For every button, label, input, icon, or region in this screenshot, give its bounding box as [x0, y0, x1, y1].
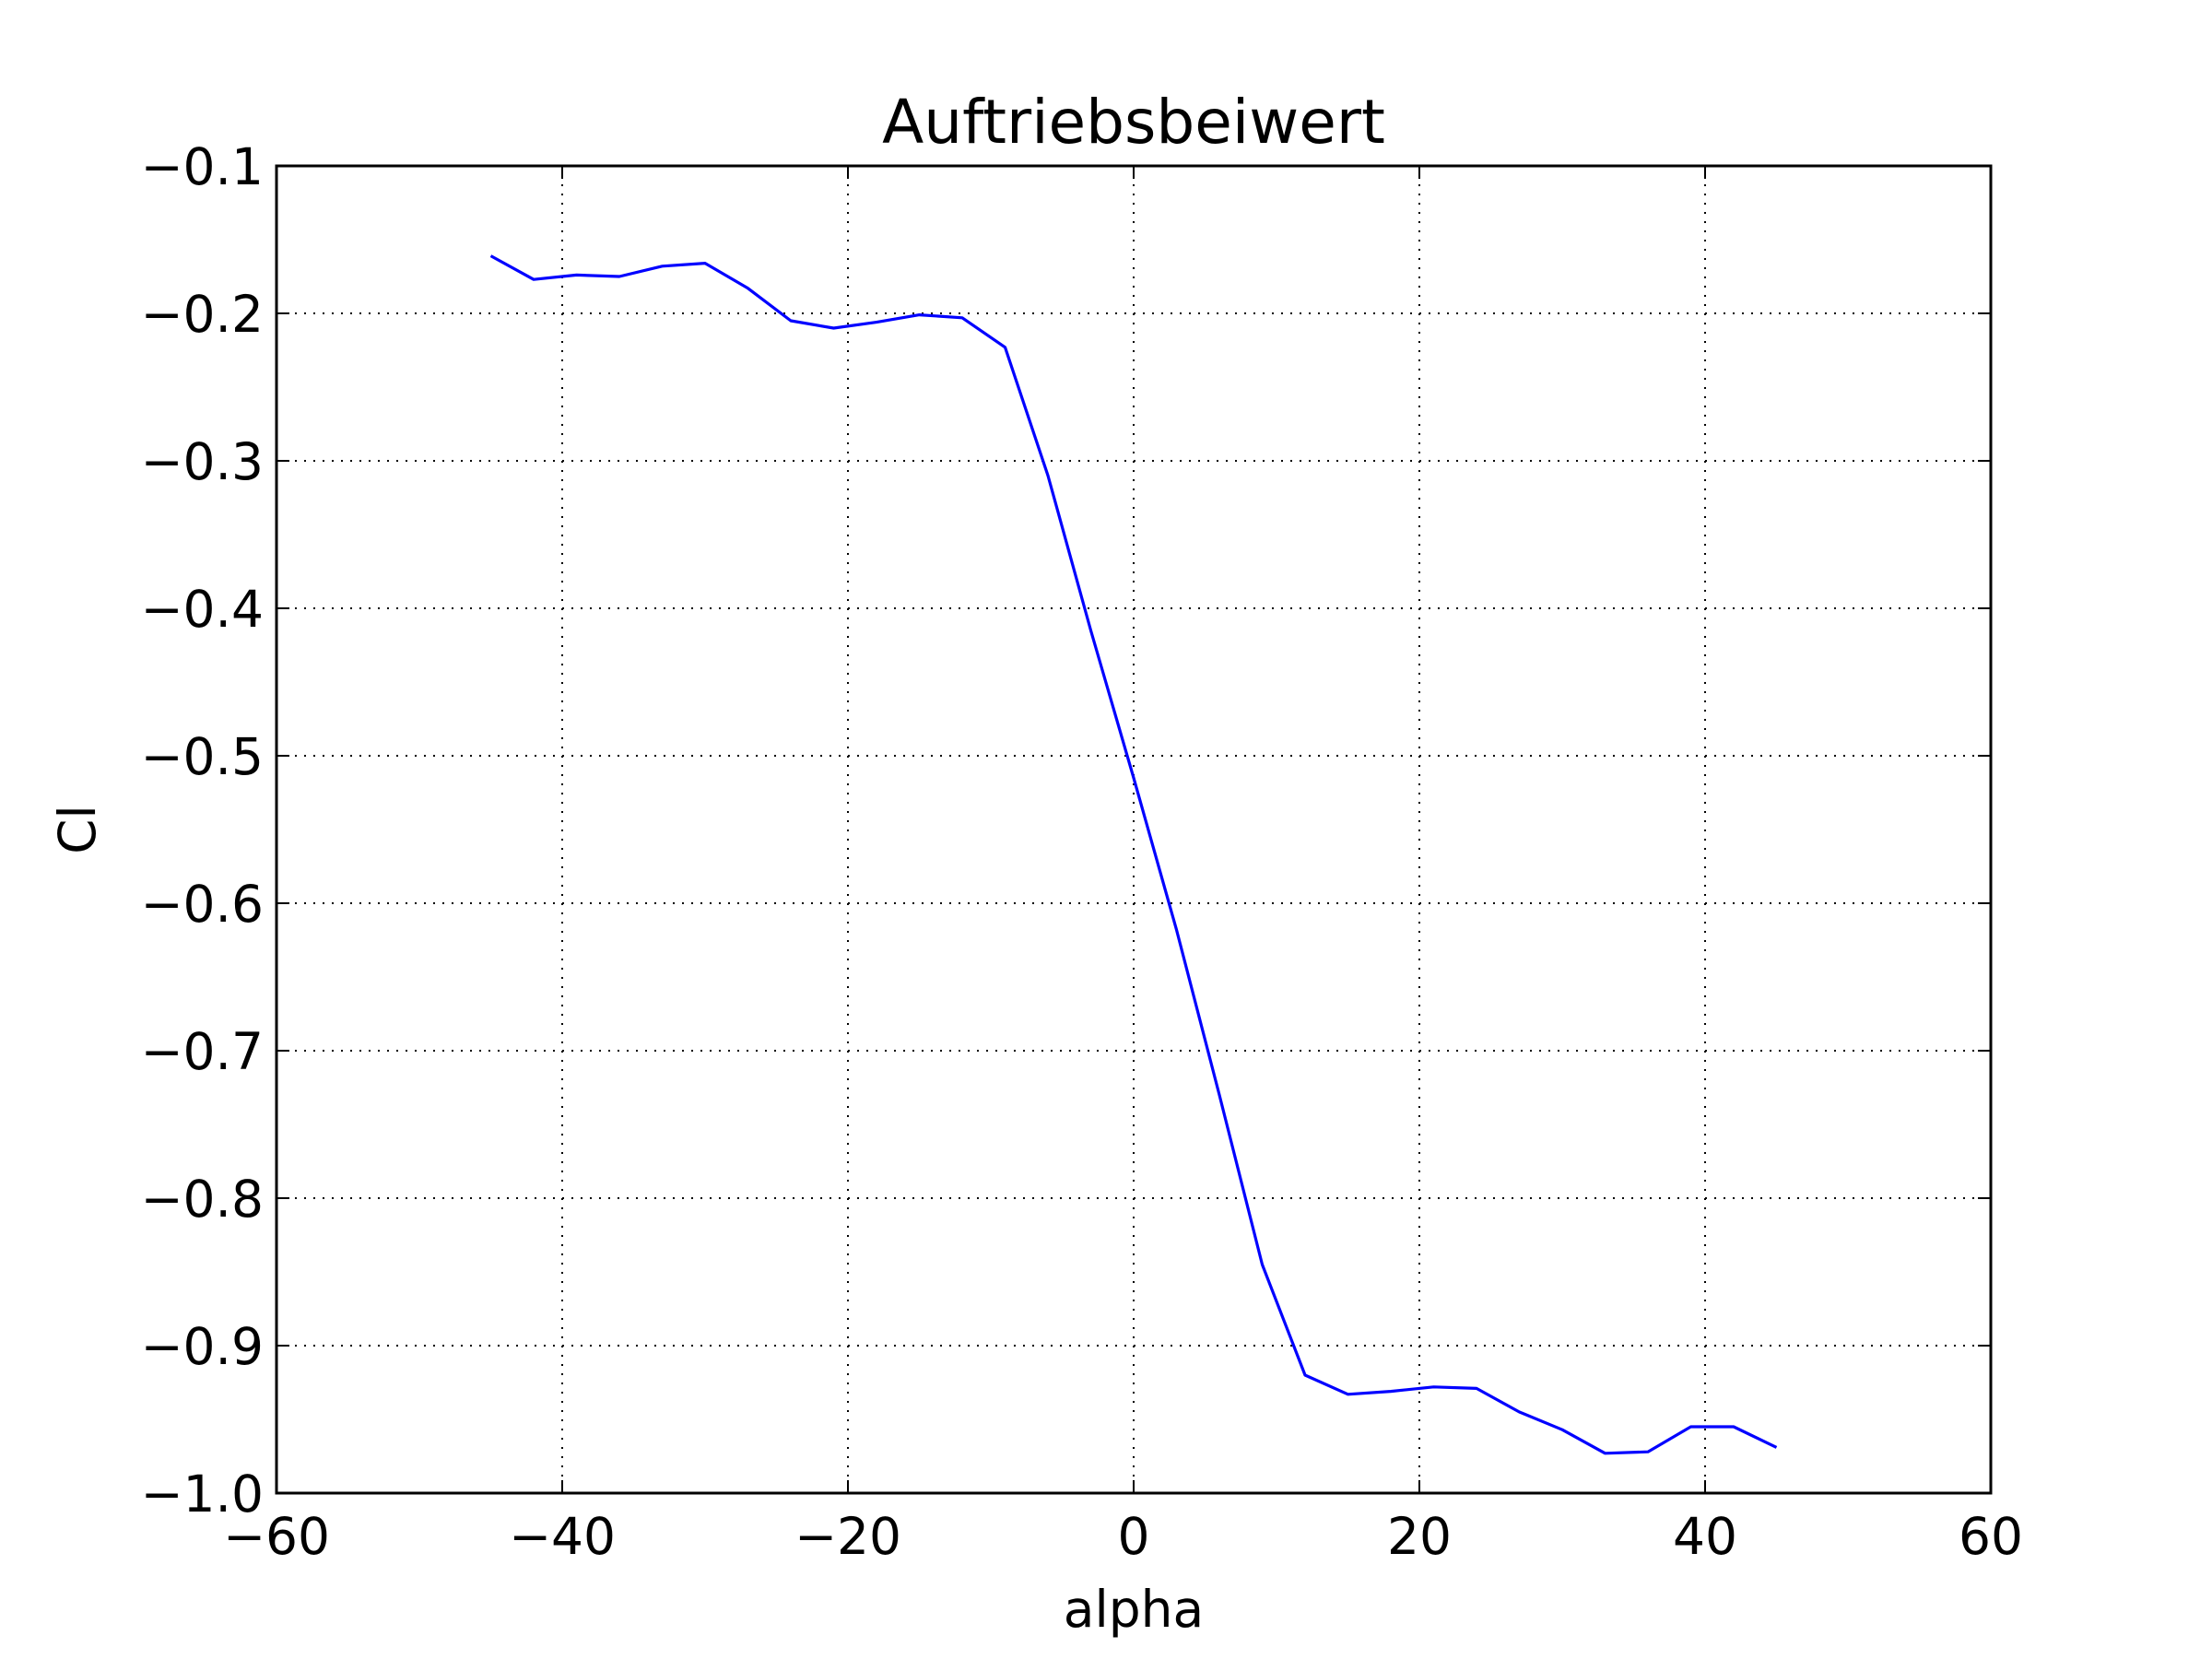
chart-title: Auftriebsbeiwert [882, 87, 1385, 158]
y-tick-label: −0.8 [140, 1170, 264, 1229]
y-tick-label: −0.1 [140, 137, 264, 196]
x-tick-label: −60 [223, 1507, 330, 1566]
tick-labels: −60 −40 −20 0 20 40 60 −1.0 −0.9 −0.8 −0.7 −0.6 −0.5… [140, 137, 2023, 1566]
y-tick-label: −0.6 [140, 875, 264, 934]
tick-marks [276, 165, 1992, 1494]
series-layer [489, 254, 1778, 1455]
x-tick-label: 60 [1959, 1507, 2023, 1566]
grid-lines [276, 166, 1991, 1493]
x-tick-label: 40 [1673, 1507, 1737, 1566]
x-tick-label: −20 [794, 1507, 901, 1566]
y-axis-title: Cl [48, 805, 107, 854]
y-tick-label: −0.5 [140, 727, 264, 786]
x-tick-label: 20 [1387, 1507, 1452, 1566]
x-tick-label: 0 [1118, 1507, 1150, 1566]
x-tick-label: −40 [509, 1507, 616, 1566]
y-tick-label: −0.2 [140, 285, 264, 344]
y-tick-label: −0.9 [140, 1317, 264, 1376]
y-tick-label: −0.3 [140, 432, 264, 491]
y-tick-label: −0.4 [140, 580, 264, 639]
x-axis-title: alpha [1064, 1580, 1204, 1639]
y-tick-label: −0.7 [140, 1022, 264, 1081]
y-tick-label: −1.0 [140, 1465, 264, 1524]
